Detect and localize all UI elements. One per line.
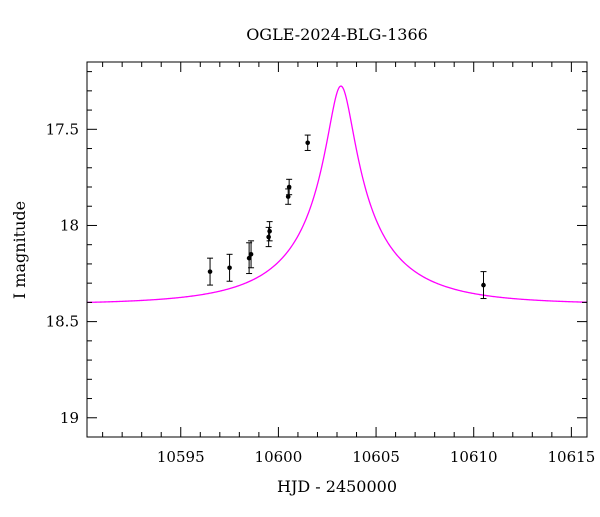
data-point [246,255,252,261]
data-point [207,269,213,274]
data-point [227,265,232,271]
x-tick-label: 10615 [548,448,596,466]
plot-frame [86,61,588,438]
data-point [285,194,291,199]
model-curve [87,85,587,304]
x-tick-label: 10600 [255,448,303,466]
data-point [481,282,486,288]
chart-title: OGLE-2024-BLG-1366 [246,25,428,44]
data-point [286,184,292,190]
y-tick-label: 19 [60,409,79,427]
data-point [266,234,271,240]
x-axis-label: HJD - 2450000 [277,477,397,496]
x-tick-label: 10595 [157,448,205,466]
y-tick-label: 18.5 [46,313,79,331]
x-tick-label: 10605 [352,448,400,466]
y-tick-label: 18 [60,216,79,234]
x-tick-label: 10610 [450,448,498,466]
y-tick-label: 17.5 [46,120,79,138]
data-point [305,140,311,146]
y-axis-label: I magnitude [10,201,29,299]
data-point [267,228,272,234]
data-point [248,252,254,257]
plot-area: 10595 10600 10605 10610 10615 17.5 18 18.5 19 [46,61,596,466]
